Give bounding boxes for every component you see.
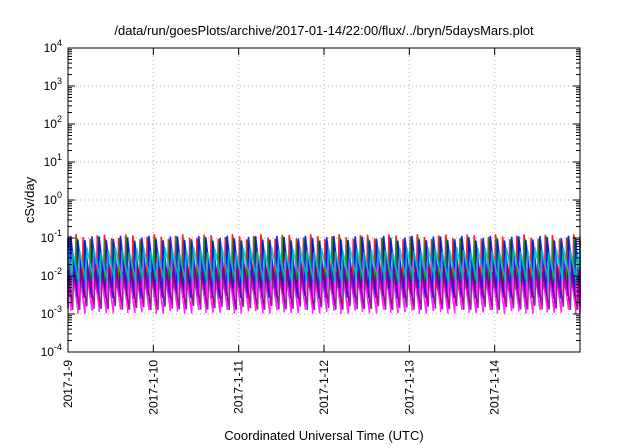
x-tick-label: 2017-1-10 (146, 360, 160, 415)
y-tick-label: 104 (44, 38, 62, 55)
y-tick-label: 100 (44, 190, 62, 207)
series-line (67, 246, 581, 283)
y-tick-label: 101 (44, 152, 62, 169)
y-tick-label: 102 (44, 114, 62, 131)
x-tick-label: 2017-1-11 (232, 360, 246, 414)
tick-layer (67, 47, 580, 353)
x-tick-label: 2017-1-13 (402, 360, 416, 415)
x-tick-labels: 2017-1-9 2017-1-10 2017-1-11 2017-1-12 2017-… (61, 360, 502, 415)
chart-title: /data/run/goesPlots/archive/2017-01-14/2… (114, 23, 534, 38)
x-tick-label: 2017-1-12 (317, 360, 331, 415)
y-tick-label: 10-3 (41, 304, 62, 321)
x-axis-title: Coordinated Universal Time (UTC) (224, 428, 423, 443)
y-tick-label: 10-4 (41, 342, 62, 359)
y-tick-label: 103 (44, 76, 62, 93)
y-axis-title: cSv/day (22, 176, 37, 223)
y-tick-label: 10-1 (41, 228, 62, 245)
x-tick-label: 2017-1-9 (61, 360, 75, 408)
series-line (67, 266, 581, 311)
y-tick-labels: 10-4 10-3 10-2 10-1 100 101 102 103 104 (41, 38, 62, 359)
y-tick-label: 10-2 (41, 266, 62, 283)
series-layer (67, 234, 581, 314)
x-tick-label: 2017-1-14 (488, 360, 502, 415)
